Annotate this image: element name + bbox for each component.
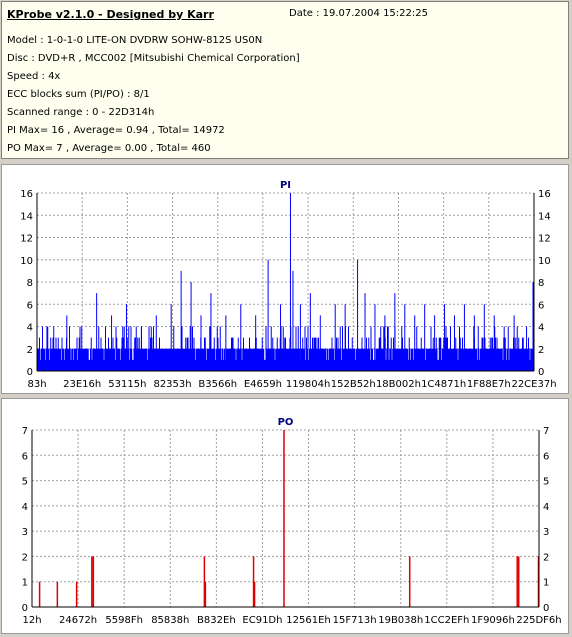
y-tick-label-right: 0 [538,367,544,378]
chart-title: PI [280,180,291,191]
x-tick-label: EC91Dh [242,615,282,626]
y-tick-label-left: 2 [22,552,28,563]
pi-chart-panel: PI 0 0 2 2 4 4 6 6 8 8 10 10 12 12 14 14 16 16 83h 23E16h 531… [1,164,569,394]
y-tick-label-right: 0 [543,603,549,614]
po-chart-panel: PO 0 0 1 1 2 2 3 3 4 4 5 5 6 6 7 7 12h 24672h 5598Fh 85838h B… [1,398,569,634]
y-tick-label-left: 4 [22,502,28,513]
y-tick-label-left: 6 [22,451,28,462]
y-tick-label-right: 14 [538,211,551,222]
po-chart: PO 0 0 1 1 2 2 3 3 4 4 5 5 6 6 7 7 12h 24672h 5598Fh 85838h B… [22,417,562,626]
x-tick-label: 1C4871h [421,379,466,390]
disc-line: Disc : DVD+R , MCC002 [Mitsubishi Chemic… [7,53,300,64]
y-tick-label-right: 8 [538,278,544,289]
x-tick-label: 12h [22,615,41,626]
y-tick-label-right: 2 [543,552,549,563]
y-tick-label-left: 0 [22,603,28,614]
x-tick-label: 24672h [59,615,97,626]
y-tick-label-right: 6 [538,300,544,311]
chart-title: PO [278,417,294,428]
y-tick-label-right: 5 [543,477,549,488]
scan-date: Date : 19.07.2004 15:22:25 [289,8,428,19]
y-tick-label-left: 12 [20,234,33,245]
x-tick-label: 22CE37h [511,379,556,390]
x-tick-label: 1F88E7h [467,379,511,390]
po-stats-line: PO Max= 7 , Average= 0.00 , Total= 460 [7,143,211,154]
x-tick-label: 85838h [151,615,189,626]
pi-chart: PI 0 0 2 2 4 4 6 6 8 8 10 10 12 12 14 14 16 16 83h 23E16h 531… [20,180,556,390]
x-tick-label: 119804h [286,379,331,390]
x-tick-label: 152B52h [331,379,376,390]
scanned-range-line: Scanned range : 0 - 22D314h [7,107,155,118]
app-title: KProbe v2.1.0 - Designed by Karr [7,8,214,21]
x-tick-label: 1CC2EFh [424,615,469,626]
x-tick-label: E4659h [244,379,282,390]
pi-stats-line: PI Max= 16 , Average= 0.94 , Total= 1497… [7,125,225,136]
y-tick-label-left: 5 [22,477,28,488]
y-tick-label-right: 1 [543,578,549,589]
x-tick-label: 23E16h [63,379,101,390]
y-tick-label-left: 7 [22,426,28,437]
x-tick-label: 19B038h [378,615,423,626]
y-tick-label-left: 14 [20,211,33,222]
x-tick-label: 82353h [153,379,191,390]
x-tick-label: 12561Eh [286,615,330,626]
y-tick-label-left: 1 [22,578,28,589]
y-tick-label-left: 16 [20,189,33,200]
x-tick-label: 83h [27,379,46,390]
x-tick-label: B3566h [198,379,237,390]
x-tick-label: 225DF6h [516,615,561,626]
y-tick-label-left: 3 [22,527,28,538]
model-line: Model : 1-0-1-0 LITE-ON DVDRW SOHW-812S … [7,35,263,46]
y-tick-label-right: 6 [543,451,549,462]
x-tick-label: 5598Fh [105,615,143,626]
x-tick-label: 1F9096h [471,615,515,626]
y-tick-label-left: 0 [27,367,33,378]
disc-info-panel: KProbe v2.1.0 - Designed by Karr Date : … [1,1,569,159]
y-tick-label-left: 4 [27,323,33,334]
y-tick-label-right: 4 [543,502,549,513]
x-tick-label: 53115h [108,379,146,390]
y-tick-label-right: 4 [538,323,544,334]
y-tick-label-right: 3 [543,527,549,538]
y-tick-label-right: 12 [538,234,551,245]
x-tick-label: 18B002h [376,379,421,390]
ecc-sum-line: ECC blocks sum (PI/PO) : 8/1 [7,89,150,100]
x-tick-label: 15F713h [333,615,377,626]
y-tick-label-right: 7 [543,426,549,437]
x-tick-label: B832Eh [197,615,236,626]
y-tick-label-right: 2 [538,345,544,356]
y-tick-label-left: 10 [20,256,33,267]
y-tick-label-right: 10 [538,256,551,267]
speed-line: Speed : 4x [7,71,61,82]
y-tick-label-left: 8 [27,278,33,289]
y-tick-label-left: 2 [27,345,33,356]
y-tick-label-left: 6 [27,300,33,311]
y-tick-label-right: 16 [538,189,551,200]
